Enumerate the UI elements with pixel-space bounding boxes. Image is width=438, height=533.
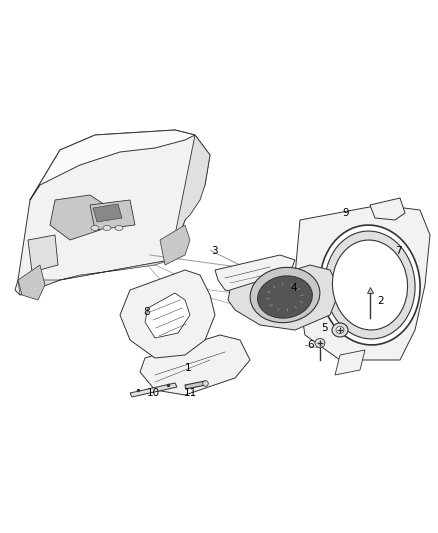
- Ellipse shape: [325, 231, 415, 339]
- Ellipse shape: [315, 338, 325, 348]
- Polygon shape: [140, 335, 250, 395]
- Text: 5: 5: [321, 323, 328, 333]
- Text: 10: 10: [147, 389, 160, 398]
- Polygon shape: [370, 198, 405, 220]
- Text: 3: 3: [211, 246, 218, 255]
- Text: 1: 1: [185, 363, 192, 373]
- Text: 8: 8: [143, 307, 150, 317]
- Polygon shape: [215, 255, 295, 295]
- Polygon shape: [228, 265, 340, 330]
- Text: 4: 4: [290, 283, 297, 293]
- Polygon shape: [130, 383, 177, 397]
- Polygon shape: [170, 135, 210, 260]
- Ellipse shape: [103, 225, 111, 230]
- Ellipse shape: [91, 225, 99, 230]
- Polygon shape: [185, 381, 206, 389]
- Ellipse shape: [258, 276, 312, 318]
- Text: 6: 6: [307, 341, 314, 350]
- Polygon shape: [30, 130, 195, 200]
- Text: 2: 2: [378, 296, 385, 306]
- Polygon shape: [28, 235, 58, 272]
- Polygon shape: [93, 204, 122, 222]
- Text: 11: 11: [184, 389, 197, 398]
- Polygon shape: [295, 205, 430, 360]
- Ellipse shape: [332, 240, 408, 330]
- Polygon shape: [160, 225, 190, 265]
- Polygon shape: [15, 130, 210, 295]
- Text: 7: 7: [395, 246, 402, 255]
- Text: 9: 9: [343, 208, 350, 218]
- Ellipse shape: [332, 323, 348, 337]
- Polygon shape: [335, 350, 365, 375]
- Polygon shape: [145, 293, 190, 338]
- Polygon shape: [90, 200, 135, 230]
- Polygon shape: [18, 260, 170, 295]
- Polygon shape: [18, 265, 45, 300]
- Polygon shape: [120, 270, 215, 358]
- Ellipse shape: [320, 225, 420, 345]
- Polygon shape: [50, 195, 105, 240]
- Ellipse shape: [115, 225, 123, 230]
- Ellipse shape: [336, 327, 344, 334]
- Ellipse shape: [250, 268, 320, 322]
